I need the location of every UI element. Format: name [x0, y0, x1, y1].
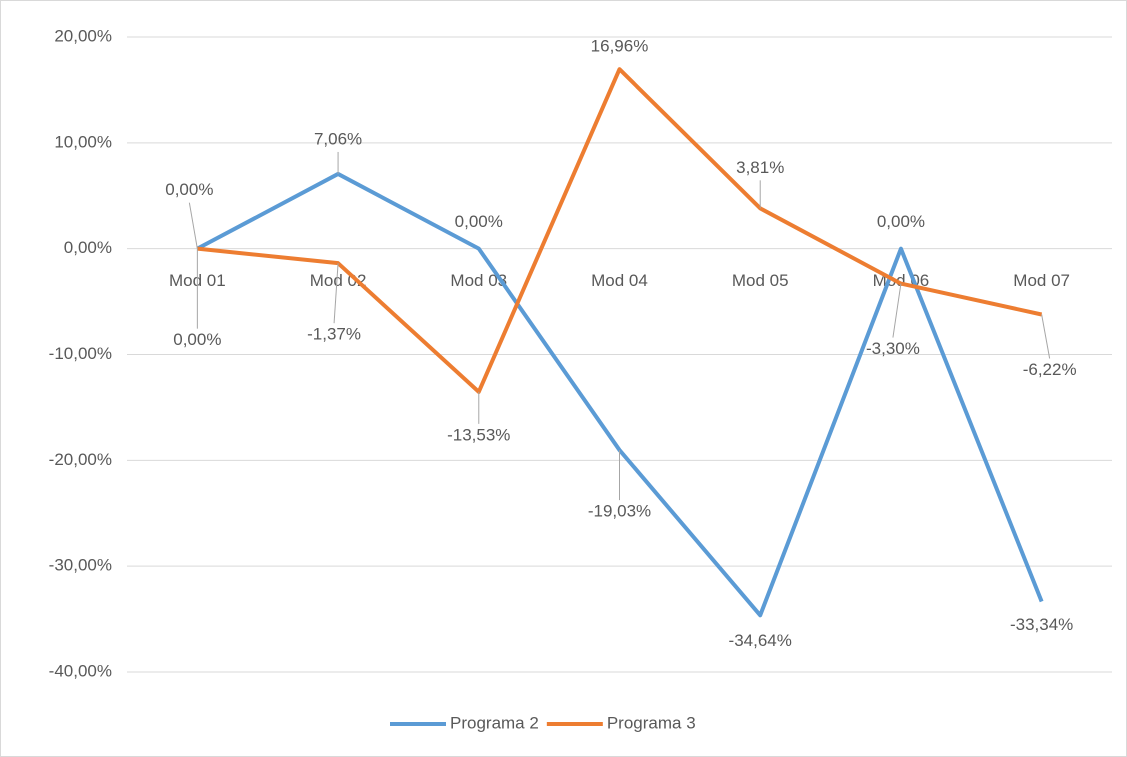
data-label: 0,00%	[455, 212, 503, 231]
leader-line	[1041, 314, 1051, 359]
data-label: -3,30%	[866, 339, 920, 358]
y-tick-label: -10,00%	[49, 344, 112, 363]
data-label: 0,00%	[165, 180, 213, 199]
y-tick-label: -30,00%	[49, 556, 112, 575]
data-label: -6,22%	[1023, 360, 1077, 379]
leader-line	[892, 283, 902, 338]
y-tick-label: 0,00%	[64, 238, 112, 257]
x-tick-label: Mod 05	[732, 271, 789, 290]
legend-label: Programa 2	[450, 713, 539, 732]
y-tick-label: -40,00%	[49, 661, 112, 680]
data-label: -1,37%	[307, 325, 361, 344]
data-label: 0,00%	[173, 330, 221, 349]
x-tick-label: Mod 03	[450, 271, 507, 290]
data-label: -19,03%	[588, 502, 651, 521]
data-label: 7,06%	[314, 129, 362, 148]
leader-line	[188, 202, 198, 249]
data-label: -13,53%	[447, 425, 510, 444]
data-label: 0,00%	[877, 212, 925, 231]
y-tick-label: 10,00%	[54, 132, 112, 151]
data-label: -34,64%	[729, 631, 792, 650]
data-label: 3,81%	[736, 158, 784, 177]
legend-label: Programa 3	[607, 713, 696, 732]
data-label: 16,96%	[591, 37, 649, 56]
leader-line	[333, 263, 339, 324]
data-label: -33,34%	[1010, 615, 1073, 634]
y-tick-label: 20,00%	[54, 26, 112, 45]
x-tick-label: Mod 04	[591, 271, 648, 290]
y-tick-label: -20,00%	[49, 450, 112, 469]
x-tick-label: Mod 07	[1013, 271, 1070, 290]
